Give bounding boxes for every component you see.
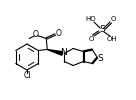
Polygon shape: [47, 50, 63, 55]
Text: S: S: [99, 26, 105, 34]
Text: O: O: [32, 30, 38, 39]
Text: O: O: [55, 29, 61, 38]
Text: Cl: Cl: [23, 70, 31, 80]
Text: OH: OH: [107, 36, 117, 42]
Text: HO: HO: [86, 16, 96, 22]
Text: S: S: [97, 54, 103, 63]
Text: O: O: [110, 16, 116, 22]
Text: O: O: [88, 36, 94, 42]
Text: N: N: [60, 48, 67, 57]
